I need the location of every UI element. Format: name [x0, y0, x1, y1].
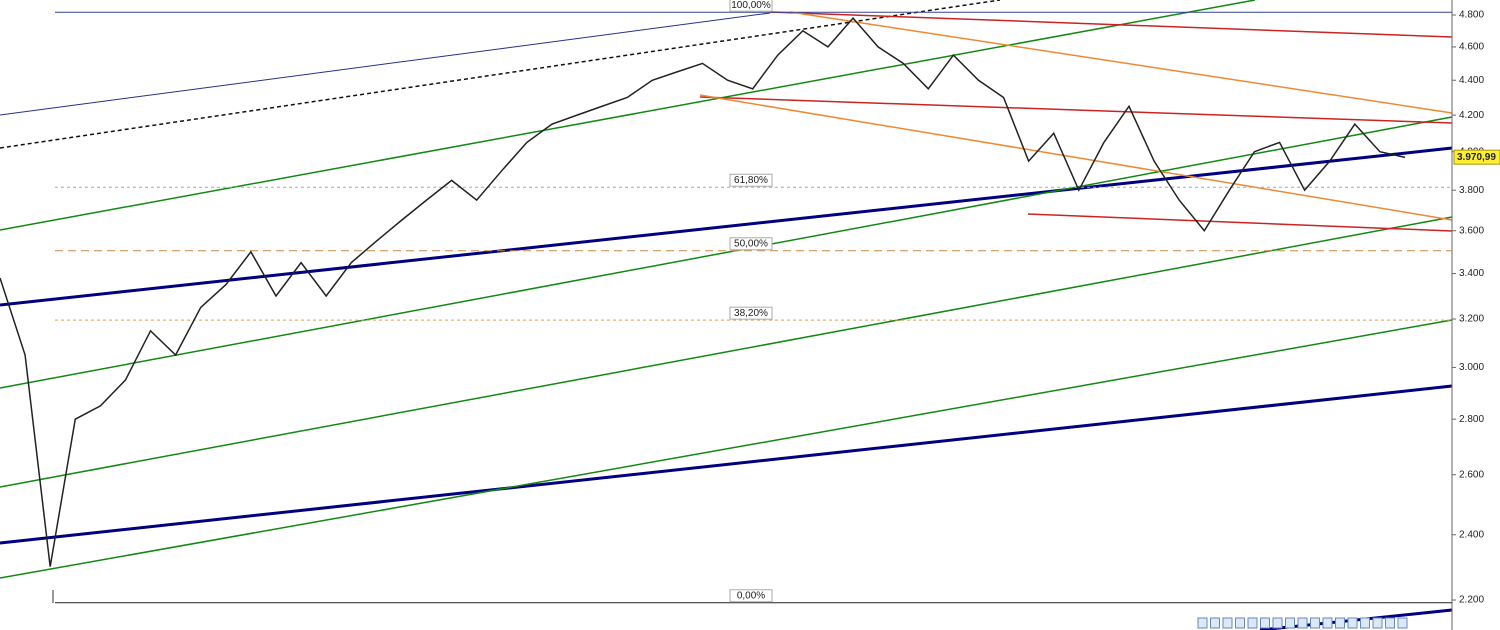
toolbar-icon [1297, 617, 1308, 629]
toolbar-icon [1272, 617, 1283, 629]
y-tick-label: 3.000 [1459, 362, 1484, 373]
toolbar-icon [1372, 617, 1383, 629]
toolbar-icon [1222, 617, 1233, 629]
toolbar-icon [1285, 617, 1295, 629]
toolbar-icon [1260, 617, 1270, 629]
toolbar-icon [1360, 617, 1370, 629]
y-tick-label: 3.200 [1459, 314, 1484, 325]
toolbar-icon [1310, 617, 1320, 629]
fib-label-box [729, 589, 773, 603]
fib-label: 50,00% [734, 238, 768, 249]
y-tick-label: 4.400 [1459, 75, 1484, 86]
fib-label-box [729, 173, 773, 187]
toolbar-icon [1210, 617, 1220, 629]
y-tick-label: 4.200 [1459, 110, 1484, 121]
toolbar-icon [1247, 617, 1258, 629]
y-tick-label: 3.400 [1459, 268, 1484, 279]
toolbar-icon [1322, 617, 1333, 629]
toolbar-icon [1335, 617, 1345, 629]
fib-label-box [729, 237, 773, 251]
y-tick-label: 2.400 [1459, 529, 1484, 540]
toolbar-icon [1397, 617, 1408, 629]
y-tick-label: 4.800 [1459, 10, 1484, 21]
price-line [0, 16, 1406, 567]
y-tick-label: 2.800 [1459, 414, 1484, 425]
toolbar-icon [1385, 617, 1395, 629]
toolbar-icon [1235, 617, 1245, 629]
y-tick-label: 3.600 [1459, 225, 1484, 236]
toolbar-icon [1347, 617, 1358, 629]
fib-label-box [729, 0, 773, 12]
fib-label-box [729, 306, 773, 320]
fib-label: 0,00% [737, 590, 765, 601]
y-tick-label: 2.200 [1459, 595, 1484, 606]
price-tag [1453, 149, 1500, 165]
toolbar-icon [1197, 617, 1208, 629]
y-tick-label: 4.600 [1459, 42, 1484, 53]
trendlines [0, 0, 1453, 630]
fib-label: 61,80% [734, 175, 768, 186]
price-tag-label: 3.970,99 [1457, 152, 1496, 163]
y-tick-label: 3.800 [1459, 185, 1484, 196]
fib-label: 38,20% [734, 308, 768, 319]
y-tick-label: 2.600 [1459, 469, 1484, 480]
fib-label: 100,00% [731, 0, 771, 11]
